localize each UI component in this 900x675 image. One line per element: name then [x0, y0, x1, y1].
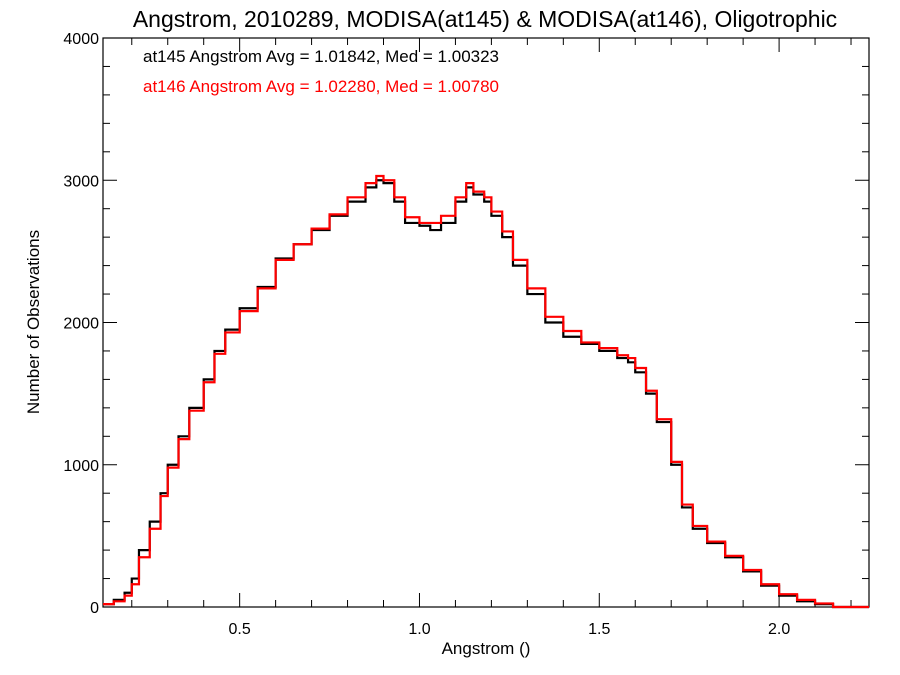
plot-frame	[102, 37, 870, 608]
x-tick-label: 2.0	[768, 621, 790, 638]
y-tick-label: 4000	[63, 31, 99, 48]
annotation-at146: at146 Angstrom Avg = 1.02280, Med = 1.00…	[143, 77, 499, 96]
y-tick-label: 1000	[63, 458, 99, 475]
y-tick-label: 2000	[63, 316, 99, 333]
x-tick-label: 1.5	[588, 621, 610, 638]
y-tick-label: 3000	[63, 173, 99, 190]
y-tick-label: 0	[90, 600, 99, 617]
x-axis-label: Angstrom ()	[442, 639, 531, 658]
series-line-0	[103, 179, 869, 609]
series-layer	[103, 174, 869, 609]
x-tick-label: 0.5	[229, 621, 251, 638]
chart-title: Angstrom, 2010289, MODISA(at145) & MODIS…	[133, 6, 837, 32]
x-tick-label: 1.0	[408, 621, 430, 638]
series-line-1	[103, 174, 869, 609]
y-axis-label: Number of Observations	[24, 230, 43, 414]
annotation-at145: at145 Angstrom Avg = 1.01842, Med = 1.00…	[143, 47, 499, 66]
axis-ticks: 0.5 1.0 1.5 2.0 0 1000 2000 3000 4000	[63, 31, 869, 638]
